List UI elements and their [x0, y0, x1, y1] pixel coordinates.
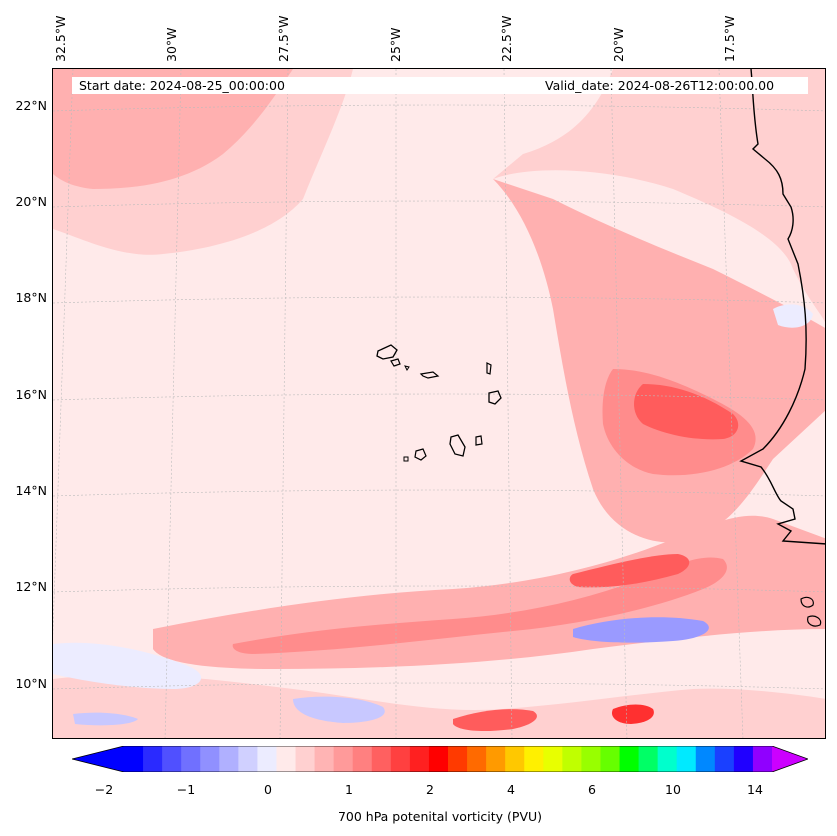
island-santa-luzia — [404, 365, 410, 371]
lat-label: 16°N — [15, 387, 47, 402]
colorbar-swatch — [390, 746, 411, 772]
colorbar-swatch — [524, 746, 544, 772]
colorbar-swatch — [238, 746, 258, 772]
lat-label: 20°N — [15, 194, 47, 209]
start-date-label: Start date: 2024-08-25_00:00:00 — [79, 77, 285, 94]
lat-label: 14°N — [15, 483, 47, 498]
colorbar-tick: 4 — [507, 782, 515, 797]
colorbar-tick: 14 — [747, 782, 763, 797]
colorbar-swatch — [428, 746, 449, 772]
pv-region-east-peak — [634, 384, 739, 440]
colorbar-swatch — [543, 746, 563, 772]
colorbar-swatch — [448, 746, 468, 772]
island-santo-antao — [376, 344, 398, 360]
pv-filled-contours — [53, 69, 825, 738]
colorbar-extend-max — [772, 746, 808, 772]
lon-label: 32.5°W — [53, 15, 68, 62]
colorbar-swatch — [695, 746, 716, 772]
pv-negative-south-2 — [573, 617, 709, 643]
map-panel — [52, 68, 826, 739]
lon-label: 27.5°W — [276, 15, 291, 62]
lat-label: 10°N — [15, 676, 47, 691]
colorbar-swatch — [371, 746, 392, 772]
lon-label: 22.5°W — [499, 15, 514, 62]
colorbar — [72, 746, 808, 772]
colorbar-swatch — [352, 746, 373, 772]
island-maio — [475, 435, 483, 446]
colorbar-swatch — [638, 746, 659, 772]
colorbar-swatch — [581, 746, 601, 772]
colorbar-swatch — [733, 746, 754, 772]
island-sao-nicolau — [419, 371, 440, 379]
pv-region-south-core — [232, 557, 727, 654]
pv-negative-west — [53, 642, 202, 689]
colorbar-swatch — [257, 746, 277, 772]
colorbar-tick: 10 — [665, 782, 681, 797]
colorbar-tick: 2 — [426, 782, 434, 797]
colorbar-swatch — [162, 746, 182, 772]
cape-verde-islands — [376, 344, 502, 462]
africa-coastline — [739, 69, 825, 545]
island-santiago — [449, 434, 466, 457]
guinea-bissau-islands — [800, 596, 822, 627]
colorbar-swatch — [562, 746, 582, 772]
pv-negative-east — [773, 304, 813, 328]
colorbar-swatch — [714, 746, 735, 772]
colorbar-tick: 0 — [264, 782, 272, 797]
island-sal — [486, 362, 492, 375]
pv-region-northwest-core — [53, 69, 293, 189]
pv-region-northeast — [493, 69, 825, 322]
colorbar-tick: 6 — [588, 782, 596, 797]
colorbar-swatch — [181, 746, 201, 772]
colorbar-swatch — [314, 746, 335, 772]
colorbar-label: 700 hPa potenital vorticity (PVU) — [337, 809, 543, 824]
colorbar-tick: −1 — [176, 782, 196, 797]
lat-label: 18°N — [15, 290, 47, 305]
lat-label: 12°N — [15, 579, 47, 594]
lon-label: 20°W — [611, 27, 626, 62]
pv-region-south-peak — [569, 554, 690, 588]
island-fogo — [414, 448, 427, 461]
colorbar-swatch — [600, 746, 621, 772]
pv-negative-south-1 — [293, 696, 385, 723]
colorbar-swatch — [676, 746, 697, 772]
colorbar-extend-min — [72, 746, 124, 772]
colorbar-swatch — [409, 746, 430, 772]
lon-label: 30°W — [164, 27, 179, 62]
colorbar-swatch — [619, 746, 640, 772]
colorbar-tick: 1 — [345, 782, 353, 797]
valid-date-label: Valid_date: 2024-08-26T12:00:00.00 — [545, 77, 775, 94]
colorbar-swatch — [276, 746, 297, 772]
colorbar-swatch — [333, 746, 354, 772]
colorbar-swatch — [467, 746, 487, 772]
colorbar-swatch — [486, 746, 506, 772]
lat-label: 22°N — [15, 98, 47, 113]
lon-label: 17.5°W — [722, 15, 737, 62]
colorbar-swatch — [124, 746, 144, 772]
colorbar-swatch — [295, 746, 316, 772]
colorbar-swatch — [657, 746, 678, 772]
pv-negative-far-south — [73, 712, 138, 726]
island-brava — [403, 456, 409, 462]
colorbar-swatch — [143, 746, 163, 772]
colorbar-swatch — [752, 746, 773, 772]
colorbar-swatches — [124, 746, 773, 772]
pv-contour-map — [53, 69, 825, 738]
colorbar-swatch — [219, 746, 239, 772]
pv-region-far-south-core — [453, 709, 537, 732]
lon-label: 25°W — [388, 27, 403, 62]
pv-region-far-south-peak — [611, 704, 654, 724]
colorbar-swatch — [200, 746, 220, 772]
colorbar-tick: −2 — [94, 782, 114, 797]
island-boa-vista — [488, 390, 502, 405]
coastlines — [739, 69, 825, 627]
colorbar-swatch — [505, 746, 525, 772]
island-sao-vicente — [390, 358, 401, 367]
